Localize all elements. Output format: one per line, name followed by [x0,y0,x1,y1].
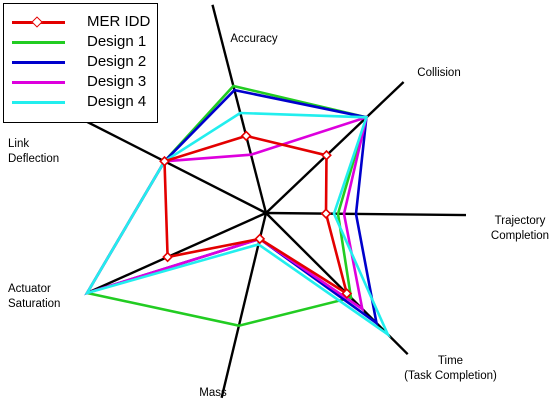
axis-label: Time (Task Completion) [404,355,497,382]
legend-item-mer-idd: MER IDD [4,12,157,32]
series-line-design-4 [84,111,391,339]
data-point-marker [341,288,353,299]
axis-label: Actuator Saturation [8,283,61,310]
axis-label: Trajectory Completion [490,215,550,242]
legend-label: Design 4 [87,93,147,110]
data-point-marker [240,130,252,142]
legend-swatch [12,61,65,64]
legend-item-design-4: Design 4 [4,92,157,112]
legend-swatch [12,41,65,44]
diamond-marker-icon [31,16,43,28]
axis-spoke-0 [211,4,268,214]
legend-item-design-2: Design 2 [4,52,157,72]
axis-label: Link Deflection [8,138,60,165]
legend-swatch [12,81,65,84]
axis-label: Collision [417,67,461,79]
axis-spoke-1 [265,81,405,214]
data-point-marker [159,155,170,167]
data-point-marker [254,233,266,245]
legend-swatch [12,101,65,104]
series-layer [84,84,391,339]
data-point-marker [162,251,173,263]
series-line-mer-idd [163,134,349,297]
axis-spoke-2 [265,211,467,217]
axis-spoke-5 [86,211,267,295]
legend-label: Design 2 [87,53,147,70]
axis-label: Accuracy [230,33,278,45]
legend-label: Design 3 [87,73,147,90]
legend-item-design-3: Design 3 [4,72,157,92]
axis-spoke-6 [73,114,267,215]
legend-label: Design 1 [87,33,147,50]
data-point-marker [320,208,332,219]
axis-label: Mass [199,387,227,399]
legend: MER IDD Design 1 Design 2 Design 3 Desig… [3,3,158,123]
data-point-marker [321,149,332,161]
legend-label: MER IDD [87,13,151,30]
legend-item-design-1: Design 1 [4,32,157,52]
